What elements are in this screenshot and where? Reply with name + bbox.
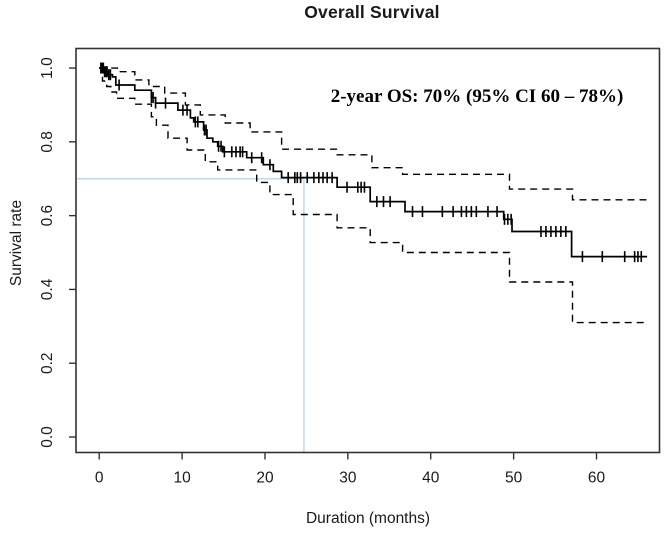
plot-box — [75, 47, 661, 454]
reference-lines — [76, 177, 305, 453]
os-annotation: 2-year OS: 70% (95% CI 60 – 78%) — [330, 86, 624, 107]
y-tick-label: 0.0 — [39, 426, 56, 448]
x-tick-label: 50 — [505, 470, 523, 487]
x-axis-label: Duration (months) — [305, 510, 431, 527]
y-tick-label: 1.0 — [39, 57, 56, 79]
ci-lower-curve — [99, 67, 648, 324]
y-tick-label: 0.8 — [39, 131, 56, 153]
x-tick-label: 20 — [256, 470, 274, 487]
chart-title: Overall Survival — [304, 2, 440, 22]
x-tick-label: 40 — [422, 470, 440, 487]
x-tick-label: 60 — [588, 470, 606, 487]
x-tick-label: 0 — [95, 470, 104, 487]
x-tick-label: 30 — [339, 470, 357, 487]
y-tick-label: 0.4 — [39, 278, 56, 300]
x-axis-ticks: 0 10 20 30 40 50 60 — [95, 452, 606, 487]
censor-marks — [100, 62, 643, 263]
y-tick-label: 0.2 — [39, 352, 56, 374]
km-curve — [99, 67, 648, 258]
y-tick-label: 0.6 — [39, 205, 56, 227]
ci-upper-curve — [99, 67, 648, 201]
y-axis-ticks: 0.0 0.2 0.4 0.6 0.8 1.0 — [39, 57, 76, 448]
x-tick-label: 10 — [173, 470, 191, 487]
